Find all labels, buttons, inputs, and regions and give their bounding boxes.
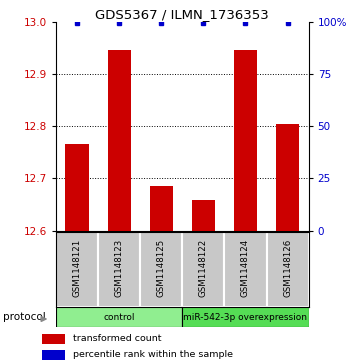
Text: miR-542-3p overexpression: miR-542-3p overexpression — [183, 313, 308, 322]
Bar — [65, 144, 88, 231]
Bar — [182, 232, 225, 307]
Text: protocol: protocol — [3, 312, 45, 322]
Bar — [56, 307, 182, 327]
Text: GSM1148121: GSM1148121 — [73, 238, 82, 297]
Text: transformed count: transformed count — [73, 334, 161, 343]
Bar — [182, 307, 309, 327]
Bar — [108, 50, 131, 231]
Text: GSM1148122: GSM1148122 — [199, 238, 208, 297]
Text: GSM1148126: GSM1148126 — [283, 238, 292, 297]
Text: percentile rank within the sample: percentile rank within the sample — [73, 351, 232, 359]
Bar — [266, 232, 309, 307]
Bar — [56, 232, 98, 307]
Bar — [276, 123, 299, 231]
Bar — [192, 200, 215, 231]
Text: control: control — [103, 313, 135, 322]
Bar — [98, 232, 140, 307]
Bar — [140, 232, 182, 307]
Bar — [43, 334, 65, 344]
Text: GSM1148124: GSM1148124 — [241, 238, 250, 297]
Bar — [225, 232, 266, 307]
Text: GSM1148123: GSM1148123 — [115, 238, 123, 297]
Title: GDS5367 / ILMN_1736353: GDS5367 / ILMN_1736353 — [95, 8, 269, 21]
Bar — [150, 186, 173, 231]
Bar — [43, 350, 65, 360]
Bar — [234, 50, 257, 231]
Text: GSM1148125: GSM1148125 — [157, 238, 166, 297]
